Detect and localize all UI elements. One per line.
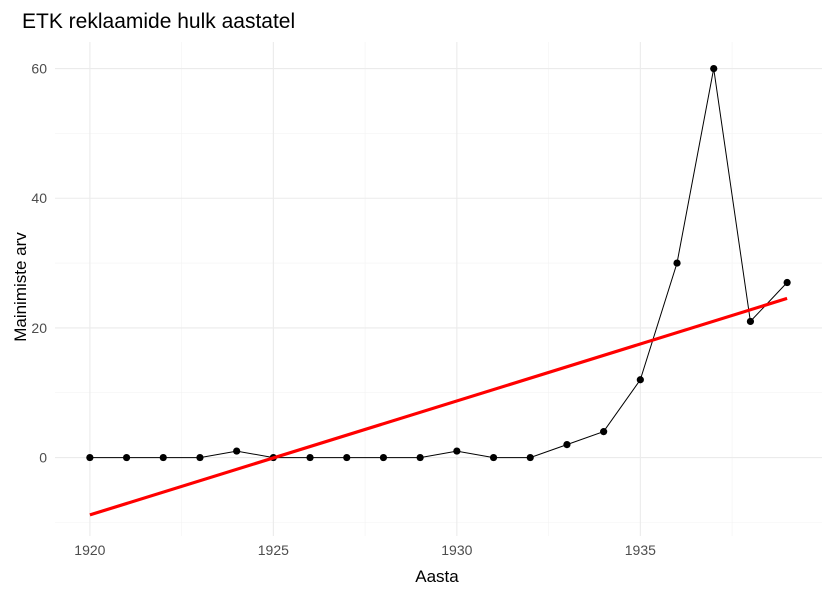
data-point [86, 453, 94, 462]
data-point [746, 317, 755, 326]
x-tick-label: 1930 [441, 542, 472, 558]
data-point [379, 453, 388, 462]
data-point [416, 453, 424, 462]
data-point [563, 440, 571, 449]
series-layer [86, 64, 791, 517]
y-axis-title: Mainimiste arv [11, 232, 30, 342]
tick-labels: 1920 1925 1930 1935 0 20 40 60 [31, 61, 656, 558]
chart-title: ETK reklaamide hulk aastatel [22, 10, 295, 33]
trend-line [89, 296, 788, 517]
x-tick-label: 1925 [258, 542, 289, 558]
data-point [636, 376, 644, 384]
data-point [526, 453, 534, 462]
data-point [306, 453, 314, 462]
data-point [159, 453, 167, 462]
grid [55, 42, 822, 536]
data-point [600, 428, 608, 436]
data-point [233, 447, 241, 455]
y-tick-label: 40 [31, 190, 47, 206]
x-tick-label: 1935 [625, 542, 656, 558]
series-line [89, 68, 788, 459]
data-point [489, 453, 498, 462]
y-tick-label: 60 [31, 61, 47, 77]
data-point [453, 447, 461, 455]
data-point [196, 453, 204, 462]
y-tick-label: 20 [31, 320, 47, 336]
x-tick-label: 1920 [74, 542, 105, 558]
data-point [122, 453, 131, 462]
y-tick-label: 0 [39, 450, 47, 466]
x-axis-title: Aasta [415, 567, 459, 586]
data-point [343, 453, 351, 462]
data-point [710, 64, 718, 73]
data-point [783, 278, 791, 287]
data-point [673, 259, 681, 267]
